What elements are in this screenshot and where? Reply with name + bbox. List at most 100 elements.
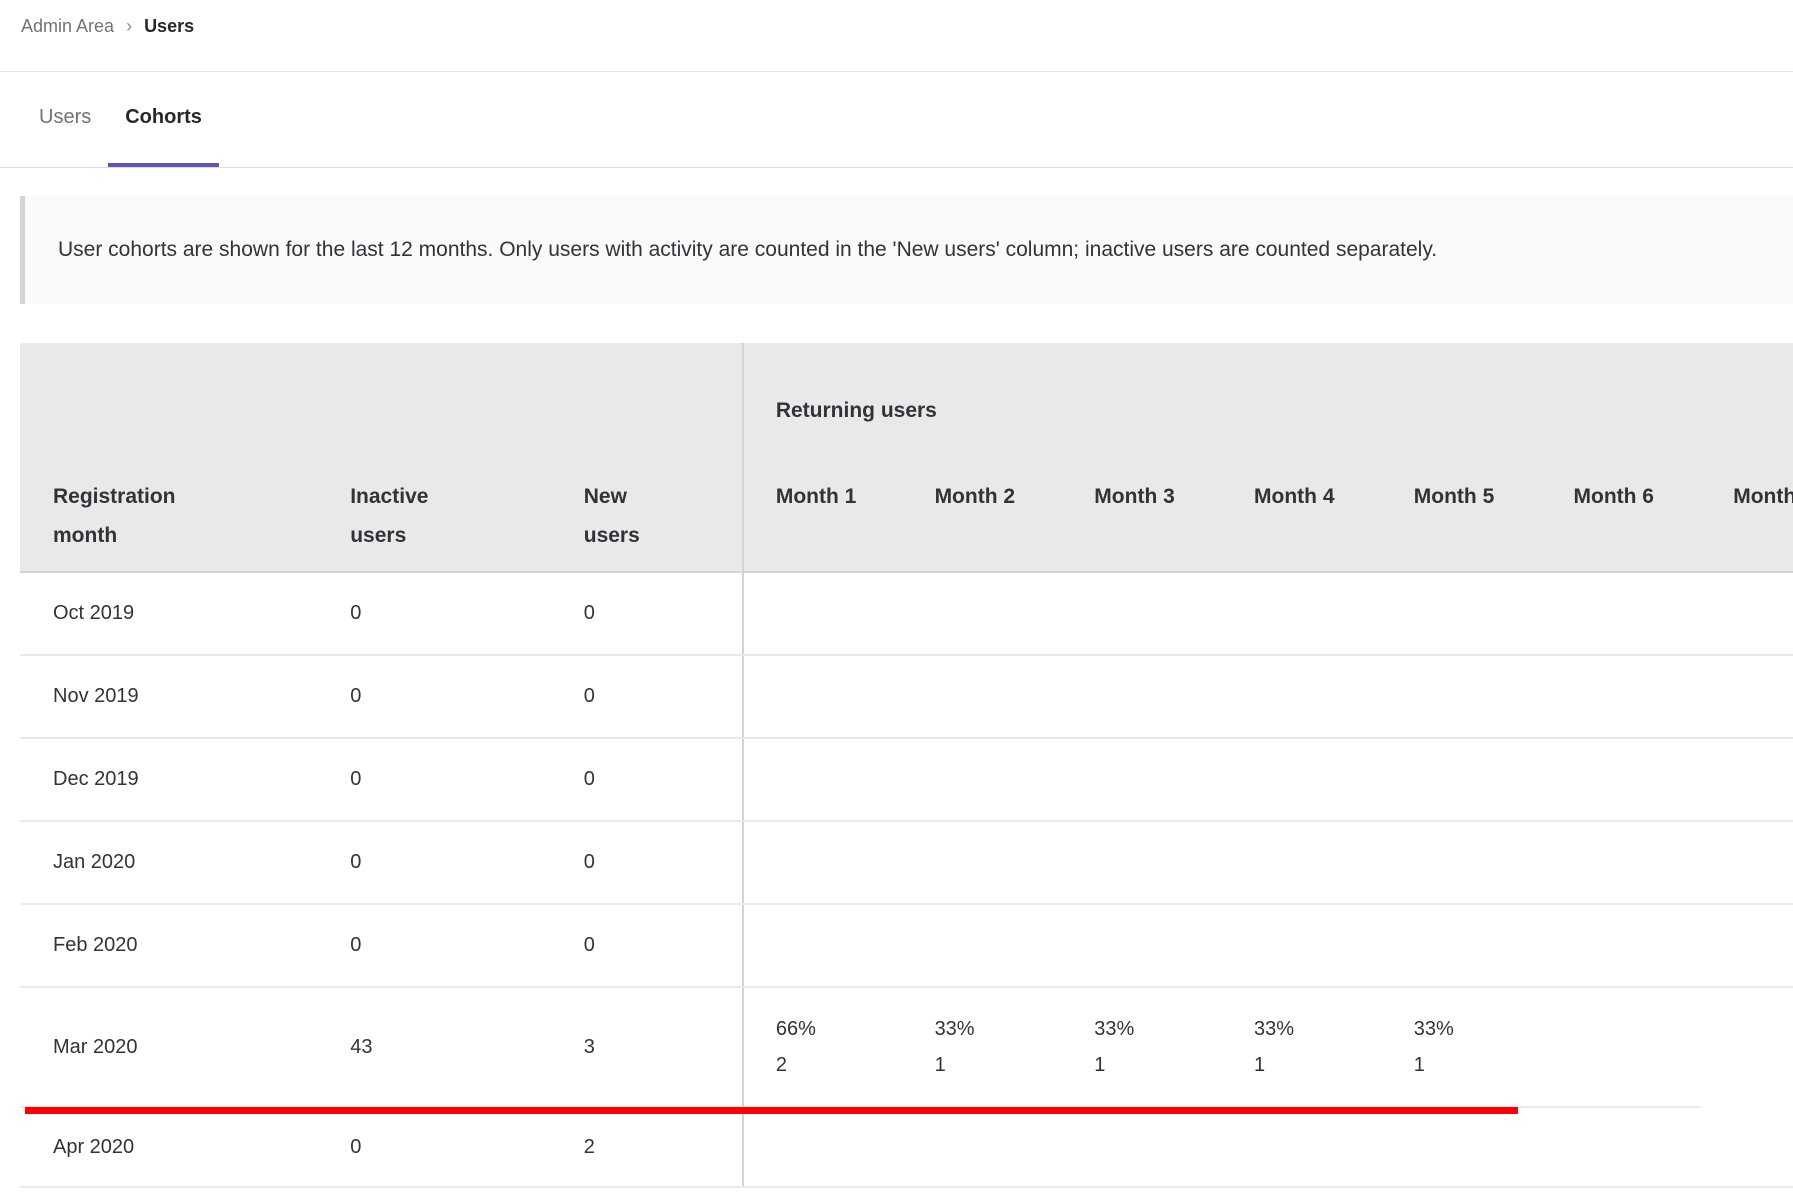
registration-month-value: Apr 2020 <box>53 1135 135 1158</box>
column-header-label: Month 6 <box>1573 485 1654 508</box>
returning-month-6-cell <box>1541 572 1702 656</box>
tab-users[interactable]: Users <box>39 106 92 128</box>
returning-month-7-cell <box>1701 738 1793 822</box>
registration-month-cell: Dec 2019 <box>20 738 318 822</box>
new-users-cell: 0 <box>550 904 743 988</box>
returning-percent: 33% <box>934 1018 975 1040</box>
returning-month-7-cell <box>1701 821 1793 905</box>
returning-month-6-cell <box>1541 904 1702 988</box>
inactive-users-cell: 43 <box>317 987 551 1108</box>
registration-month-value: Feb 2020 <box>53 934 138 956</box>
inactive-users-cell: 0 <box>317 1107 551 1188</box>
returning-month-2-cell <box>902 738 1063 822</box>
info-banner: User cohorts are shown for the last 12 m… <box>20 196 1793 304</box>
returning-month-6-cell <box>1541 655 1702 739</box>
returning-month-3-cell <box>1062 1107 1223 1188</box>
breadcrumb-item-users[interactable]: Users <box>144 16 195 36</box>
cohort-row-nov-2019: Nov 2019 0 0 <box>20 655 1793 739</box>
returning-month-3-cell <box>1062 738 1223 822</box>
returning-month-4-cell <box>1222 738 1382 822</box>
column-header-label: New users <box>583 485 640 547</box>
registration-month-value: Nov 2019 <box>53 685 139 707</box>
inactive-users-cell: 0 <box>317 821 551 905</box>
new-users-value: 2 <box>583 1135 595 1158</box>
inactive-users-value: 0 <box>350 934 362 956</box>
new-users-cell: 0 <box>550 821 743 905</box>
returning-month-3-cell <box>1062 655 1223 739</box>
returning-percent: 33% <box>1413 1018 1454 1040</box>
column-header-month-3: Month 3 <box>1062 443 1223 573</box>
column-header-month-2: Month 2 <box>902 443 1063 573</box>
registration-month-cell: Apr 2020 <box>20 1107 318 1188</box>
column-header-month-7: Month 7 <box>1701 443 1793 573</box>
header-spacer-cell <box>550 343 743 443</box>
returning-month-7-cell <box>1701 904 1793 988</box>
column-header-month-5: Month 5 <box>1381 443 1542 573</box>
returning-month-4-cell <box>1222 1107 1382 1188</box>
cohort-row-apr-2020: Apr 2020 0 2 <box>20 1107 1793 1188</box>
returning-count: 1 <box>934 1054 946 1076</box>
returning-month-5-cell <box>1381 655 1542 739</box>
returning-count: 1 <box>1094 1054 1106 1076</box>
column-header-label: Registration month <box>53 485 176 547</box>
returning-month-3-cell <box>1062 572 1223 656</box>
returning-month-1-cell <box>741 904 903 988</box>
returning-month-5-cell <box>1381 738 1542 822</box>
registration-month-cell: Jan 2020 <box>20 821 318 905</box>
column-header-label: Month 7 <box>1733 485 1793 508</box>
registration-month-value: Mar 2020 <box>53 1035 138 1058</box>
column-header-month-4: Month 4 <box>1222 443 1382 573</box>
returning-month-6-cell <box>1541 738 1702 822</box>
breadcrumb-item-admin-area[interactable]: Admin Area <box>21 16 115 36</box>
returning-month-3-cell <box>1062 821 1223 905</box>
cohort-row-dec-2019: Dec 2019 0 0 <box>20 738 1793 822</box>
new-users-cell: 0 <box>550 738 743 822</box>
column-header-label: Month 5 <box>1413 485 1495 508</box>
inactive-users-cell: 0 <box>317 904 551 988</box>
returning-month-2-cell <box>902 821 1063 905</box>
inactive-users-value: 0 <box>350 602 362 624</box>
registration-month-value: Jan 2020 <box>53 851 136 873</box>
column-header-label: Month 3 <box>1094 485 1175 508</box>
returning-month-7-cell <box>1701 655 1793 739</box>
tabs-bar: Users Cohorts <box>0 72 1793 168</box>
returning-month-5-cell <box>1381 572 1542 656</box>
column-header-month-6: Month 6 <box>1541 443 1702 573</box>
new-users-cell: 0 <box>550 655 743 739</box>
returning-month-5-cell <box>1381 821 1542 905</box>
header-spacer-cell <box>20 343 318 443</box>
registration-month-value: Dec 2019 <box>53 768 139 790</box>
chevron-right-icon: › <box>126 16 133 36</box>
returning-percent: 33% <box>1254 1018 1295 1040</box>
column-header-month-1: Month 1 <box>741 443 903 573</box>
returning-month-4-cell: 33% 1 <box>1222 987 1382 1108</box>
registration-month-value: Oct 2019 <box>53 602 135 624</box>
returning-users-label: Returning users <box>775 399 937 422</box>
new-users-value: 0 <box>583 602 595 624</box>
returning-month-3-cell: 33% 1 <box>1062 987 1223 1108</box>
returning-month-1-cell: 66% 2 <box>741 987 903 1108</box>
inactive-users-cell: 0 <box>317 738 551 822</box>
header-columns-row: Registration month Inactive users New user… <box>20 443 1793 573</box>
returning-value: 33% 1 <box>903 1011 1063 1083</box>
returning-month-2-cell <box>902 1107 1063 1188</box>
returning-month-5-cell: 33% 1 <box>1381 987 1542 1108</box>
tab-cohorts[interactable]: Cohorts <box>108 72 219 167</box>
column-header-label: Month 1 <box>775 485 857 508</box>
returning-users-group-header: Returning users <box>741 343 1793 443</box>
returning-month-1-cell <box>741 1107 903 1188</box>
returning-month-4-cell <box>1222 655 1382 739</box>
returning-month-2-cell <box>902 655 1063 739</box>
returning-month-1-cell <box>741 738 903 822</box>
returning-month-2-cell <box>902 904 1063 988</box>
column-header-registration-month: Registration month <box>20 443 318 573</box>
returning-month-6-cell <box>1541 1107 1702 1188</box>
new-users-value: 3 <box>583 1035 595 1058</box>
registration-month-cell: Oct 2019 <box>20 572 318 656</box>
returning-percent: 33% <box>1094 1018 1135 1040</box>
returning-month-4-cell <box>1222 572 1382 656</box>
new-users-value: 0 <box>583 851 595 873</box>
inactive-users-value: 0 <box>350 768 362 790</box>
returning-month-1-cell <box>741 821 903 905</box>
